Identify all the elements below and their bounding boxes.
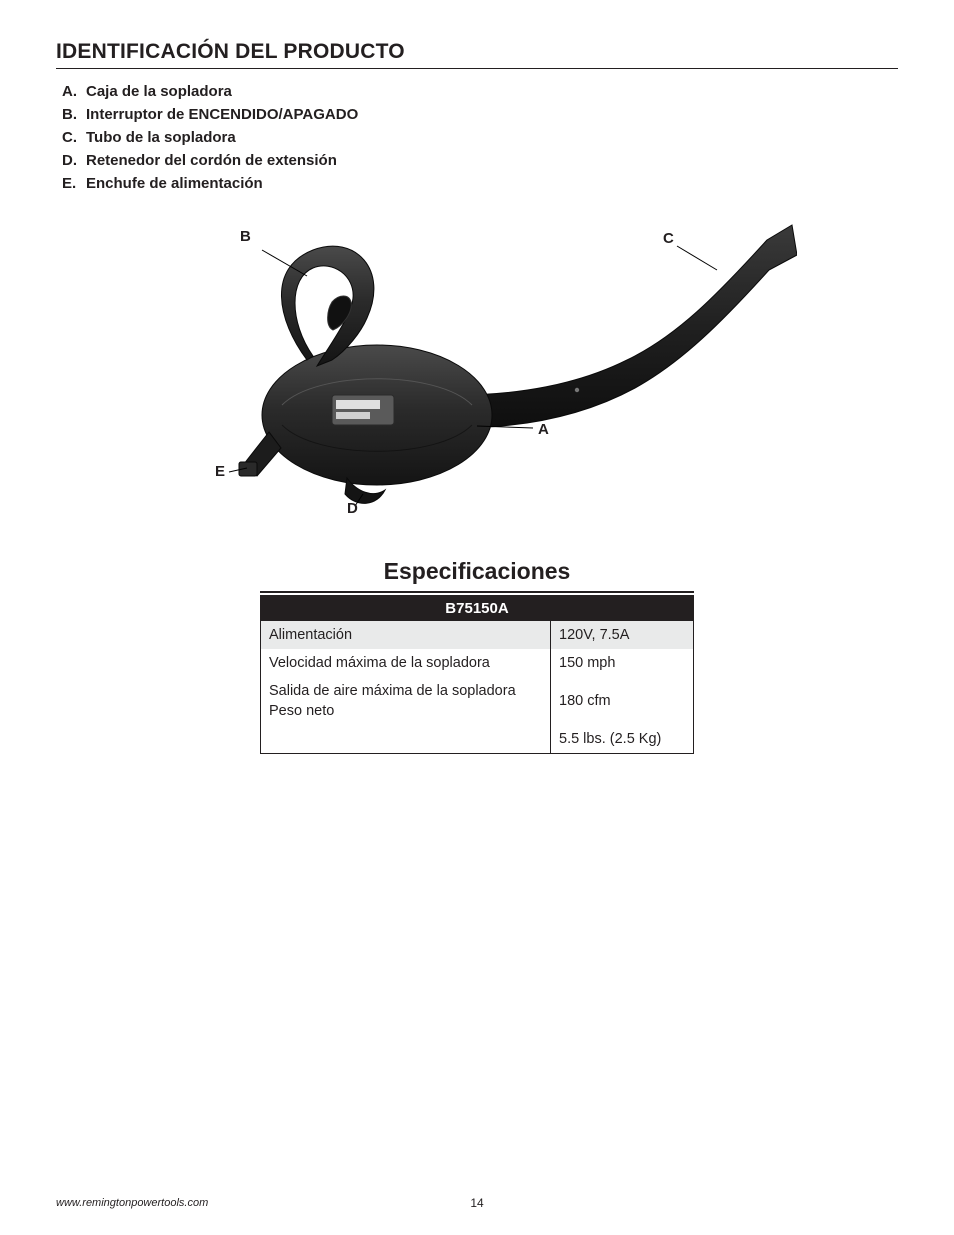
item-key: A. — [62, 83, 86, 100]
item-label: Retenedor del cordón de extensión — [86, 152, 337, 169]
table-row: Salida de aire máxima de la sopladora 18… — [261, 677, 694, 701]
footer-url: www.remingtonpowertools.com — [56, 1197, 208, 1209]
callout-d: D — [347, 500, 358, 517]
section-title: IDENTIFICACIÓN DEL PRODUCTO — [56, 40, 898, 69]
item-key: B. — [62, 106, 86, 123]
item-label: Tubo de la sopladora — [86, 129, 236, 146]
spec-title-rule — [260, 591, 694, 593]
identification-list: A.Caja de la sopladora B.Interruptor de … — [62, 83, 898, 192]
spec-title: Especificaciones — [56, 558, 898, 585]
item-key: E. — [62, 175, 86, 192]
spec-label: Salida de aire máxima de la sopladora — [261, 677, 551, 701]
list-item: E.Enchufe de alimentación — [62, 175, 898, 192]
list-item: A.Caja de la sopladora — [62, 83, 898, 100]
page-footer: www.remingtonpowertools.com 14 — [56, 1197, 898, 1209]
item-label: Enchufe de alimentación — [86, 175, 263, 192]
spec-value: 150 mph — [551, 649, 694, 677]
product-diagram: A B C D E — [157, 210, 797, 540]
spec-label: Peso neto — [261, 701, 551, 725]
callout-b: B — [240, 228, 251, 245]
callout-c: C — [663, 230, 674, 247]
page: IDENTIFICACIÓN DEL PRODUCTO A.Caja de la… — [0, 0, 954, 1235]
list-item: C.Tubo de la sopladora — [62, 129, 898, 146]
table-row: Velocidad máxima de la sopladora 150 mph — [261, 649, 694, 677]
item-key: C. — [62, 129, 86, 146]
spec-value: 120V, 7.5A — [551, 621, 694, 649]
list-item: D.Retenedor del cordón de extensión — [62, 152, 898, 169]
item-key: D. — [62, 152, 86, 169]
table-row: Alimentación 120V, 7.5A — [261, 621, 694, 649]
spec-value: 5.5 lbs. (2.5 Kg) — [551, 725, 694, 754]
spec-table: B75150A Alimentación 120V, 7.5A Velocida… — [260, 595, 694, 754]
spec-label — [261, 725, 551, 754]
item-label: Interruptor de ENCENDIDO/APAGADO — [86, 106, 358, 123]
item-label: Caja de la sopladora — [86, 83, 232, 100]
callout-e: E — [215, 463, 225, 480]
spec-label: Velocidad máxima de la sopladora — [261, 649, 551, 677]
blower-illustration — [157, 210, 797, 540]
spec-header: B75150A — [261, 595, 694, 621]
spec-label: Alimentación — [261, 621, 551, 649]
page-number: 14 — [470, 1196, 483, 1210]
list-item: B.Interruptor de ENCENDIDO/APAGADO — [62, 106, 898, 123]
callout-a: A — [538, 421, 549, 438]
spec-value: 180 cfm — [551, 677, 694, 725]
table-row: 5.5 lbs. (2.5 Kg) — [261, 725, 694, 754]
